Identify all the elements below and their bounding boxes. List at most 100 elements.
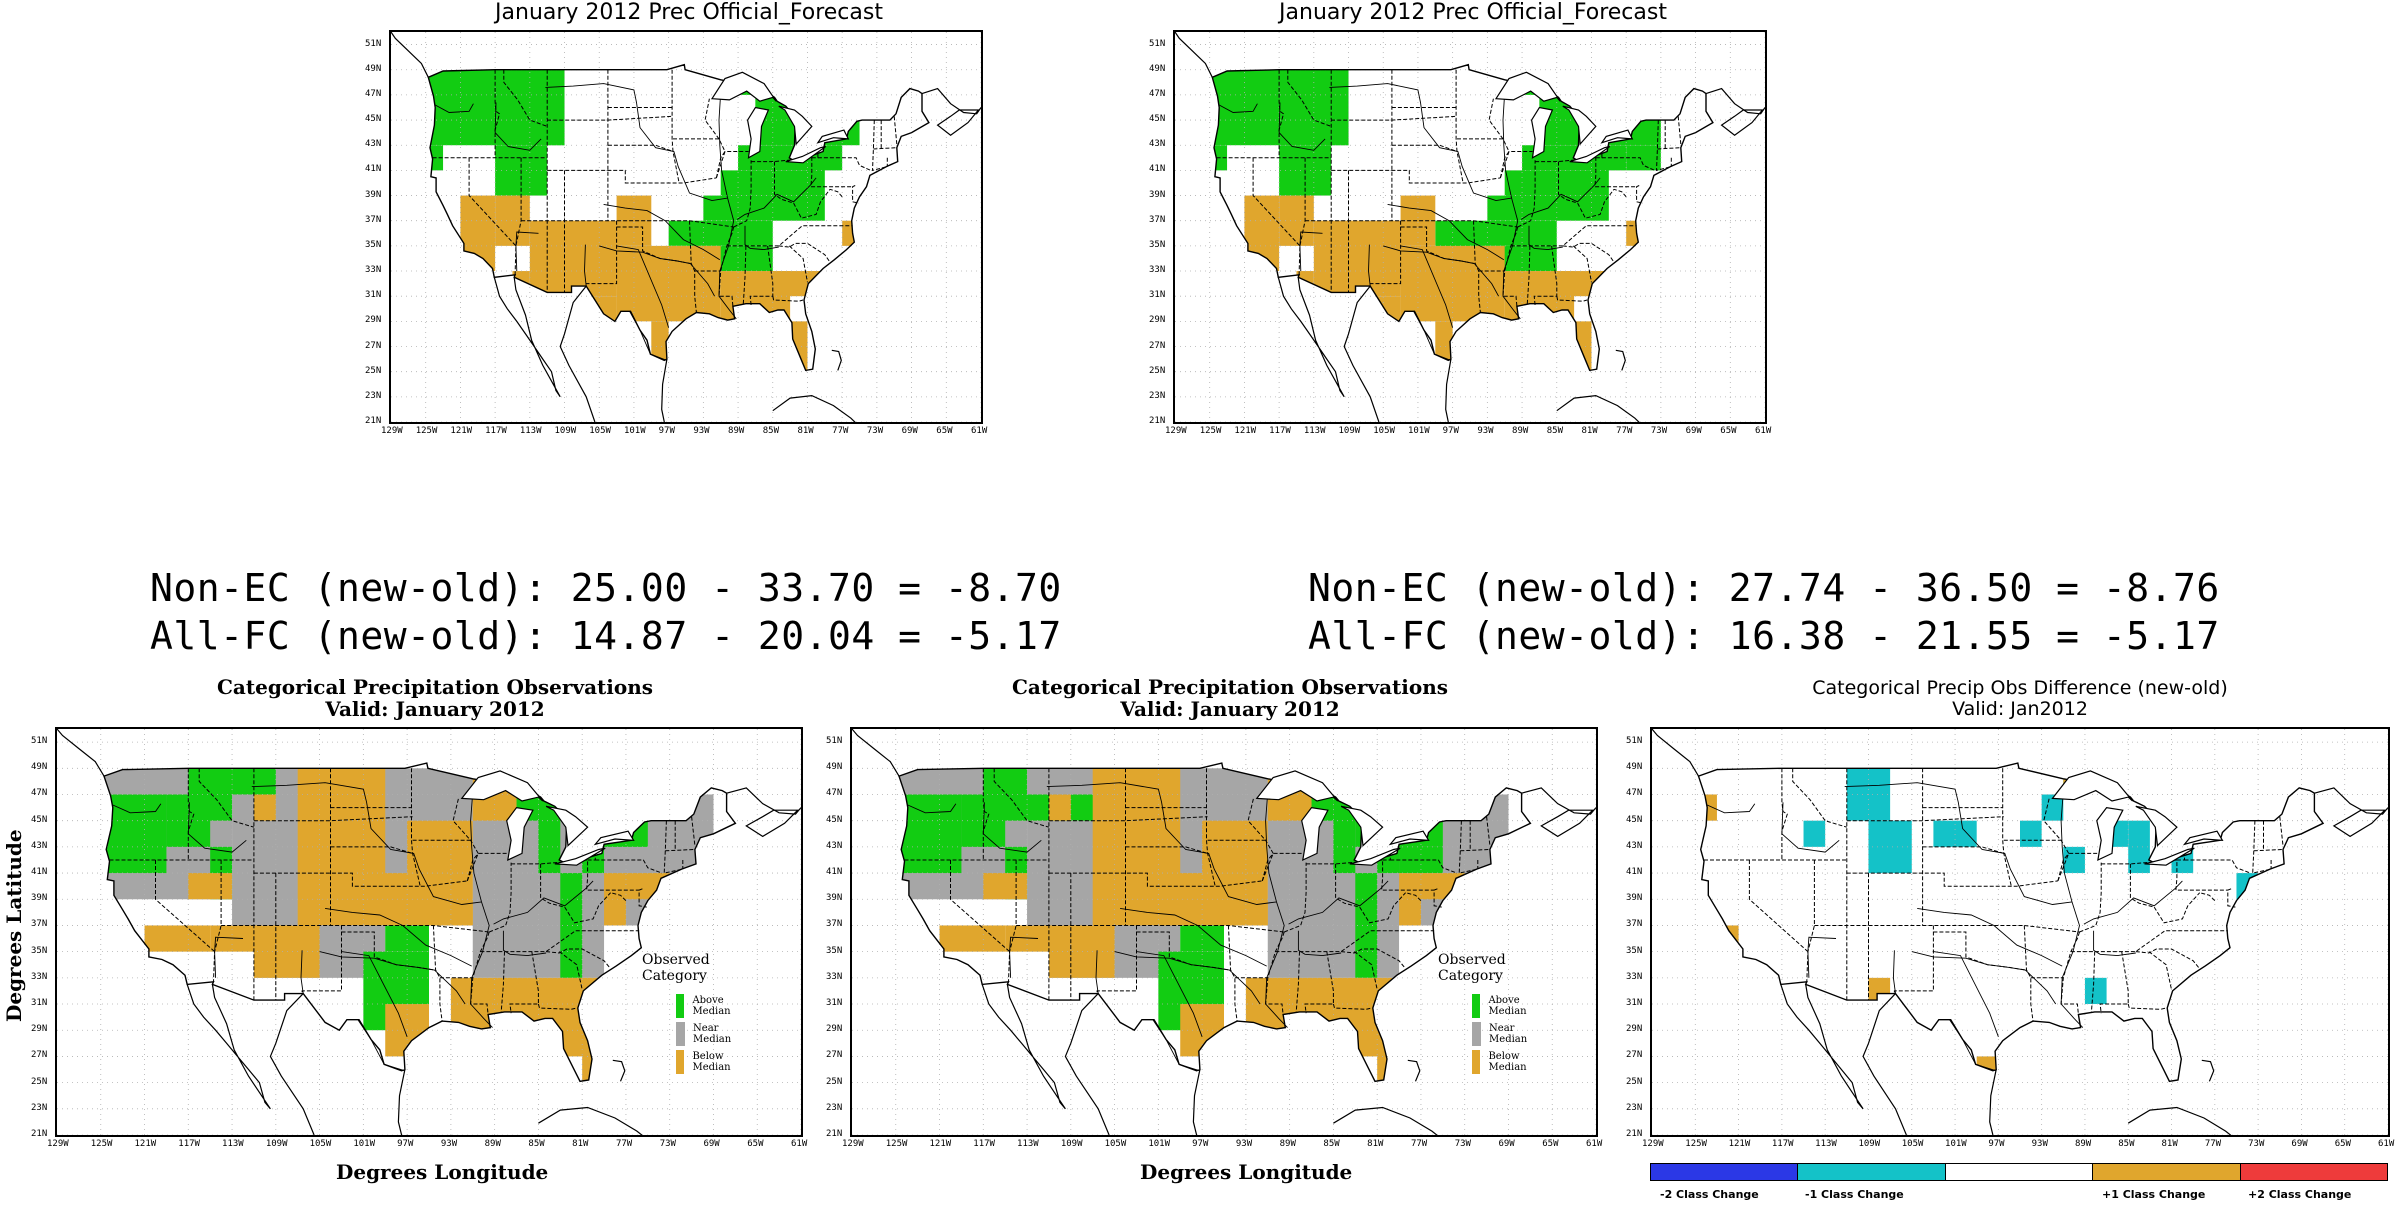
great-lake: [2144, 847, 2195, 866]
river: [1278, 102, 1326, 151]
lat-tick-label: 29N: [1149, 315, 1166, 326]
state-boundary: [1295, 951, 1300, 1012]
river: [187, 802, 247, 853]
great-lake: [710, 71, 777, 102]
state-boundary: [1390, 859, 1458, 874]
state-boundary: [1008, 860, 1017, 982]
lon-tick-label: 85W: [1323, 1139, 1340, 1149]
state-boundary: [1488, 98, 1510, 179]
lon-tick-label: 97W: [1192, 1139, 1209, 1149]
lat-tick-label: 39N: [365, 189, 382, 200]
lon-tick-label: 109W: [554, 426, 577, 436]
lon-tick-label: 77W: [1410, 1139, 1428, 1149]
state-boundary: [221, 925, 490, 933]
state-boundary: [2099, 951, 2129, 1014]
diff-title-line1: Categorical Precip Obs Difference (new-o…: [1812, 677, 2228, 699]
lat-tick-label: 47N: [1149, 88, 1166, 99]
lon-tick-label: 117W: [485, 426, 507, 436]
lat-tick-label: 49N: [1149, 63, 1166, 74]
colorbar-zero: [1945, 1164, 2094, 1180]
colorbar-label-plus2: +2 Class Change: [2248, 1188, 2352, 1201]
lon-tick-label: 61W: [2378, 1139, 2395, 1149]
state-boundary: [466, 852, 508, 882]
legend-label-near: Near Median: [693, 1023, 732, 1045]
diff-colorbar: [1650, 1163, 2388, 1181]
lon-tick-label: 69W: [901, 426, 918, 436]
lon-tick-label: 129W: [1165, 426, 1187, 436]
great-lake: [506, 806, 534, 862]
state-boundary: [2043, 798, 2070, 882]
state-boundary: [616, 226, 691, 264]
lat-tick-label: 39N: [826, 893, 843, 904]
river: [325, 907, 472, 967]
legend-item-above: Above Median: [676, 992, 736, 1020]
state-boundary: [774, 161, 794, 204]
coastline-other: [1333, 1106, 1438, 1135]
forecast-left-map: [389, 30, 983, 424]
great-lake: [778, 105, 813, 146]
coastline-other: [772, 394, 856, 422]
river: [907, 803, 957, 814]
lon-tick-label: 129W: [381, 426, 403, 436]
state-boundary: [1577, 188, 1615, 219]
state-boundary: [1893, 925, 1934, 994]
state-boundary: [330, 846, 413, 854]
lat-tick-label: 21N: [1626, 1129, 1643, 1139]
state-boundary: [1096, 925, 1137, 994]
lat-tick-label: 33N: [365, 265, 382, 276]
category-cell: [188, 873, 233, 900]
state-boundary: [2153, 892, 2201, 924]
lon-tick-label: 93W: [1235, 1139, 1253, 1149]
coastline-nova-scotia: [936, 109, 980, 136]
state-boundary: [2070, 930, 2228, 953]
state-boundary: [1846, 816, 2004, 822]
category-cell: [983, 768, 1028, 821]
forecast-right-title: January 2012 Prec Official_Forecast: [1279, 0, 1667, 25]
great-lake: [785, 145, 827, 164]
lon-tick-label: 69W: [1498, 1139, 1515, 1149]
river: [1520, 177, 1601, 220]
lat-tick-label: 51N: [1149, 38, 1166, 49]
coastline-other: [1277, 277, 1345, 398]
state-boundary: [1016, 925, 1285, 933]
coastline-other: [559, 285, 596, 422]
state-boundary: [1332, 1003, 1372, 1010]
state-boundary: [1265, 931, 1285, 1015]
lat-tick-label: 37N: [826, 919, 843, 930]
state-boundary: [742, 245, 747, 304]
category-cell: [582, 1030, 626, 1082]
lat-tick-label: 41N: [1149, 164, 1166, 175]
state-boundary: [155, 860, 215, 952]
state-boundary: [1304, 951, 1334, 1014]
river: [1400, 245, 1454, 328]
obs-left-legend-title: Observed Category: [642, 952, 710, 984]
state-boundary: [1748, 860, 1809, 952]
state-boundary: [2023, 925, 2034, 1022]
state-boundary: [2199, 892, 2216, 901]
lat-tick-label: 31N: [365, 290, 382, 301]
state-boundary: [751, 157, 853, 188]
state-boundary: [1677, 116, 1682, 145]
river: [1368, 244, 1371, 287]
lat-tick-label: 37N: [365, 214, 382, 225]
great-lake: [2096, 806, 2124, 862]
obs-middle-map: [850, 727, 1598, 1137]
river: [434, 103, 474, 113]
colorbar-plus1: [2093, 1164, 2241, 1180]
legend-label-above: Above Median: [1488, 995, 1527, 1017]
river: [1383, 245, 1499, 297]
state-boundary: [1455, 69, 1464, 184]
river: [545, 83, 728, 202]
score-right-non-ec: Non-EC (new-old): 27.74 - 36.50 = -8.76: [1308, 566, 2220, 610]
lon-tick-label: 97W: [658, 426, 675, 436]
lat-tick-label: 45N: [1626, 814, 1643, 825]
lat-tick-label: 21N: [31, 1129, 48, 1139]
category-cell: [2063, 846, 2085, 874]
lat-tick-label: 29N: [365, 315, 382, 326]
coastline-other: [1780, 984, 1864, 1110]
category-cell: [188, 768, 233, 821]
coastline-other: [538, 1106, 643, 1135]
coastline-other: [397, 1069, 406, 1135]
lon-tick-label: 121W: [450, 426, 473, 436]
state-boundary: [1125, 846, 1208, 854]
